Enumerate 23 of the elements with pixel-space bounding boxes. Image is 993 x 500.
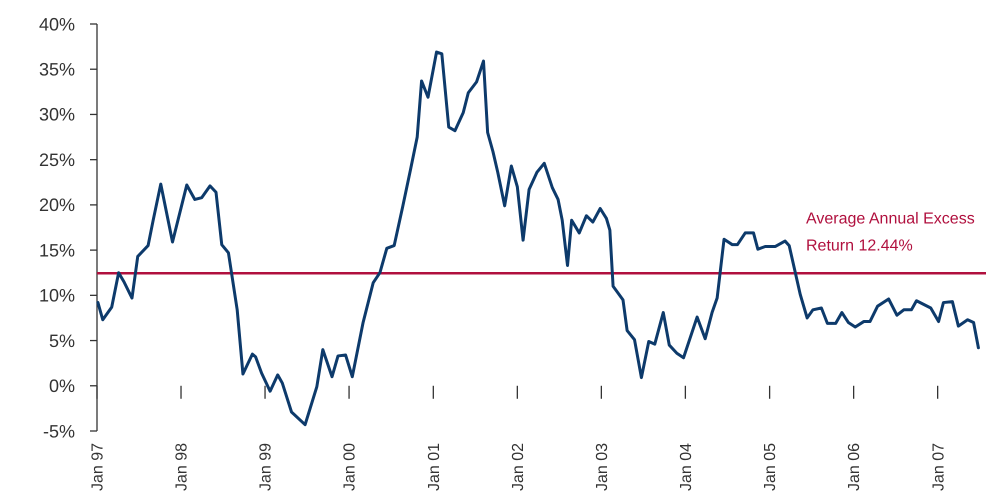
y-tick-label: -5% [42,421,75,442]
y-tick-label: 25% [38,150,75,170]
x-tick-label: Jan 00 [342,442,359,492]
x-tick-label: Jan 06 [846,442,864,492]
y-tick-label: 30% [38,104,75,125]
y-tick-label: 35% [38,60,75,80]
x-tick-label: Jan 97 [90,442,107,492]
x-tick-label: Jan 07 [930,442,948,492]
ref-line-label: Average Annual Excess Return 12.44% [806,210,975,254]
x-tick-label: Jan 04 [678,442,695,492]
y-tick-label: 0% [48,376,75,396]
y-tick-label: 20% [38,195,75,216]
x-tick-label: Jan 99 [258,442,275,492]
x-tick-label: Jan 01 [426,442,443,492]
line-series [96,50,980,426]
x-tick-label: Jan 02 [510,442,527,492]
x-tick-label: Jan 05 [762,442,780,492]
x-tick-label: Jan 03 [594,442,611,492]
y-tick-label: 40% [38,14,75,34]
y-tick-label: 5% [48,330,75,351]
x-tick-label: Jan 98 [174,442,191,492]
y-tick-label: 15% [38,240,75,260]
y-tick-label: 10% [38,286,75,306]
